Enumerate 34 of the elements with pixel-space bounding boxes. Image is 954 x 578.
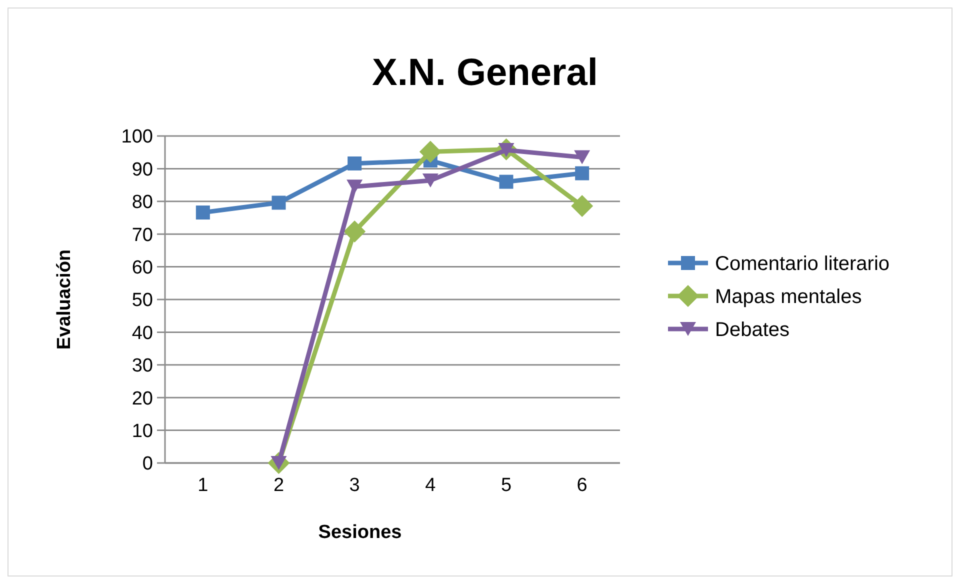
point [344,220,366,242]
y-tick-label: 20 [132,388,153,410]
x-axis-title: Sesiones [318,522,402,543]
point [196,206,210,220]
y-tick-label: 80 [132,192,153,214]
y-tick-label: 30 [132,356,153,377]
point [499,174,514,189]
legend-label: Debates [715,319,790,341]
y-tick-label: 40 [132,322,153,344]
legend-label: Mapas mentales [715,286,862,308]
y-tick-label: 90 [132,159,153,180]
x-tick-label: 3 [349,475,360,496]
y-tick-label: 100 [121,126,153,148]
y-tick-label: 0 [142,454,153,475]
point [574,150,590,164]
point [571,194,594,217]
x-tick-label: 5 [500,475,512,496]
point [346,180,363,194]
point [348,156,362,170]
y-axis-title: Evaluación [54,249,75,350]
y-tick-label: 70 [132,224,153,246]
x-tick-label: 6 [576,475,588,496]
point [272,196,286,210]
chart-title: X.N. General [372,52,598,94]
x-tick-label: 4 [425,475,436,496]
y-tick-label: 50 [132,290,153,312]
x-tick-label: 2 [273,475,284,496]
point [422,173,438,188]
point [575,166,590,180]
y-tick-label: 60 [132,257,153,278]
y-tick-label: 10 [132,420,153,442]
x-tick-label: 1 [198,475,208,496]
point [419,140,442,163]
legend-label: Comentario literario [715,253,890,275]
